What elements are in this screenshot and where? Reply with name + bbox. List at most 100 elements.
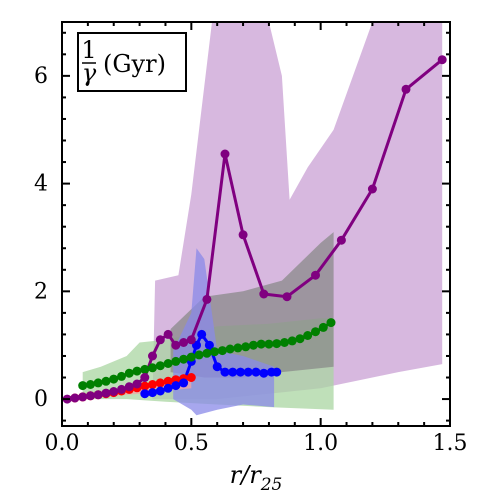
data-point-2-14 xyxy=(236,367,245,377)
data-point-2-15 xyxy=(243,367,253,377)
data-point-4-13 xyxy=(155,335,165,345)
data-point-4-10 xyxy=(132,379,142,389)
data-point-3-32 xyxy=(318,322,328,332)
tick-labels: 0.0 0.5 1.0 1.5 0 2 4 6 xyxy=(34,64,468,456)
data-point-3-9 xyxy=(140,364,150,374)
data-point-3-13 xyxy=(171,356,181,366)
data-point-4-15 xyxy=(171,340,181,350)
data-point-1-10 xyxy=(140,381,150,391)
data-point-3-26 xyxy=(272,339,282,349)
y-tick-label: 6 xyxy=(34,64,48,89)
data-point-4-4 xyxy=(86,391,95,401)
data-point-3-31 xyxy=(311,327,320,337)
y-tick-label: 0 xyxy=(34,387,48,412)
x-tick-label: 1.0 xyxy=(303,431,338,456)
data-point-3-23 xyxy=(248,340,258,350)
data-point-3-27 xyxy=(280,338,289,347)
data-point-4-12 xyxy=(148,351,157,361)
data-point-3-30 xyxy=(303,331,313,340)
x-tick-label: 1.5 xyxy=(433,431,468,456)
data-point-3-10 xyxy=(148,363,157,373)
data-point-2-4 xyxy=(163,383,173,393)
data-point-4-11 xyxy=(140,373,150,382)
data-point-4-25 xyxy=(367,184,377,194)
data-point-3-25 xyxy=(264,339,274,349)
data-point-4-21 xyxy=(259,289,269,299)
data-point-4-7 xyxy=(109,387,119,396)
data-point-4-19 xyxy=(220,149,230,159)
data-point-3-17 xyxy=(202,348,212,358)
data-point-3-1 xyxy=(78,381,88,391)
data-point-3-22 xyxy=(241,342,251,352)
data-point-3-12 xyxy=(163,359,173,368)
legend-box: 1 γ (Gyr) xyxy=(77,32,187,92)
data-point-2-2 xyxy=(148,388,157,398)
data-point-3-29 xyxy=(295,334,305,344)
data-point-3-20 xyxy=(225,344,235,354)
data-point-2-9 xyxy=(197,329,207,339)
data-point-4-17 xyxy=(186,335,196,345)
data-point-1-13 xyxy=(163,376,173,386)
data-point-1-16 xyxy=(186,373,196,382)
data-point-3-4 xyxy=(101,376,111,386)
data-point-3-8 xyxy=(132,366,142,376)
data-point-3-28 xyxy=(287,336,297,346)
data-point-4-3 xyxy=(78,392,88,402)
data-point-2-12 xyxy=(220,367,230,377)
data-point-3-19 xyxy=(217,346,227,356)
data-point-4-16 xyxy=(179,338,189,347)
data-point-2-10 xyxy=(204,340,214,350)
x-axis-label: r/r25 xyxy=(230,461,283,495)
legend-denominator: γ xyxy=(82,59,97,87)
legend-unit: (Gyr) xyxy=(103,50,166,78)
data-point-4-27 xyxy=(437,55,447,65)
data-point-3-33 xyxy=(326,318,336,328)
axis-ticks xyxy=(61,22,451,426)
x-axis-label-subscript: 25 xyxy=(260,475,283,495)
data-point-3-5 xyxy=(109,374,119,384)
data-point-2-6 xyxy=(179,378,189,388)
data-point-4-5 xyxy=(93,390,103,400)
x-axis-label-main: r/r xyxy=(230,461,263,489)
data-point-1-12 xyxy=(155,378,165,388)
legend-numerator: 1 xyxy=(81,36,96,64)
data-point-4-9 xyxy=(124,382,134,392)
data-point-3-7 xyxy=(124,368,134,378)
data-point-2-19 xyxy=(272,367,282,377)
data-point-4-24 xyxy=(336,235,346,245)
data-point-3-6 xyxy=(117,371,126,381)
data-point-3-3 xyxy=(93,378,103,388)
data-point-4-6 xyxy=(101,388,111,398)
data-point-3-21 xyxy=(233,343,243,353)
plot-frame xyxy=(61,21,451,427)
data-point-4-20 xyxy=(238,230,248,240)
data-point-2-11 xyxy=(212,362,222,372)
data-point-4-8 xyxy=(117,384,126,394)
data-point-2-5 xyxy=(171,381,181,391)
data-point-3-18 xyxy=(210,347,220,357)
data-point-3-24 xyxy=(256,339,266,349)
data-point-4-23 xyxy=(311,270,320,280)
data-point-2-3 xyxy=(155,386,165,396)
data-point-2-17 xyxy=(259,368,269,378)
data-point-3-15 xyxy=(186,352,196,362)
data-point-3-11 xyxy=(155,361,165,371)
data-point-1-11 xyxy=(148,380,157,389)
data-point-4-14 xyxy=(163,329,173,339)
y-tick-label: 2 xyxy=(34,279,48,304)
data-point-3-2 xyxy=(86,380,95,389)
data-point-4-2 xyxy=(70,393,80,403)
data-point-2-13 xyxy=(228,367,238,377)
y-tick-label: 4 xyxy=(34,172,48,197)
data-point-4-18 xyxy=(202,294,212,304)
x-tick-label: 0.5 xyxy=(174,431,209,456)
data-point-2-1 xyxy=(140,389,150,399)
x-tick-label: 0.0 xyxy=(45,431,80,456)
data-point-3-14 xyxy=(179,354,189,364)
data-point-3-16 xyxy=(194,350,204,360)
data-point-4-26 xyxy=(401,84,411,94)
legend-frame xyxy=(77,32,187,92)
data-point-2-16 xyxy=(251,367,261,377)
data-point-4-22 xyxy=(282,292,292,302)
